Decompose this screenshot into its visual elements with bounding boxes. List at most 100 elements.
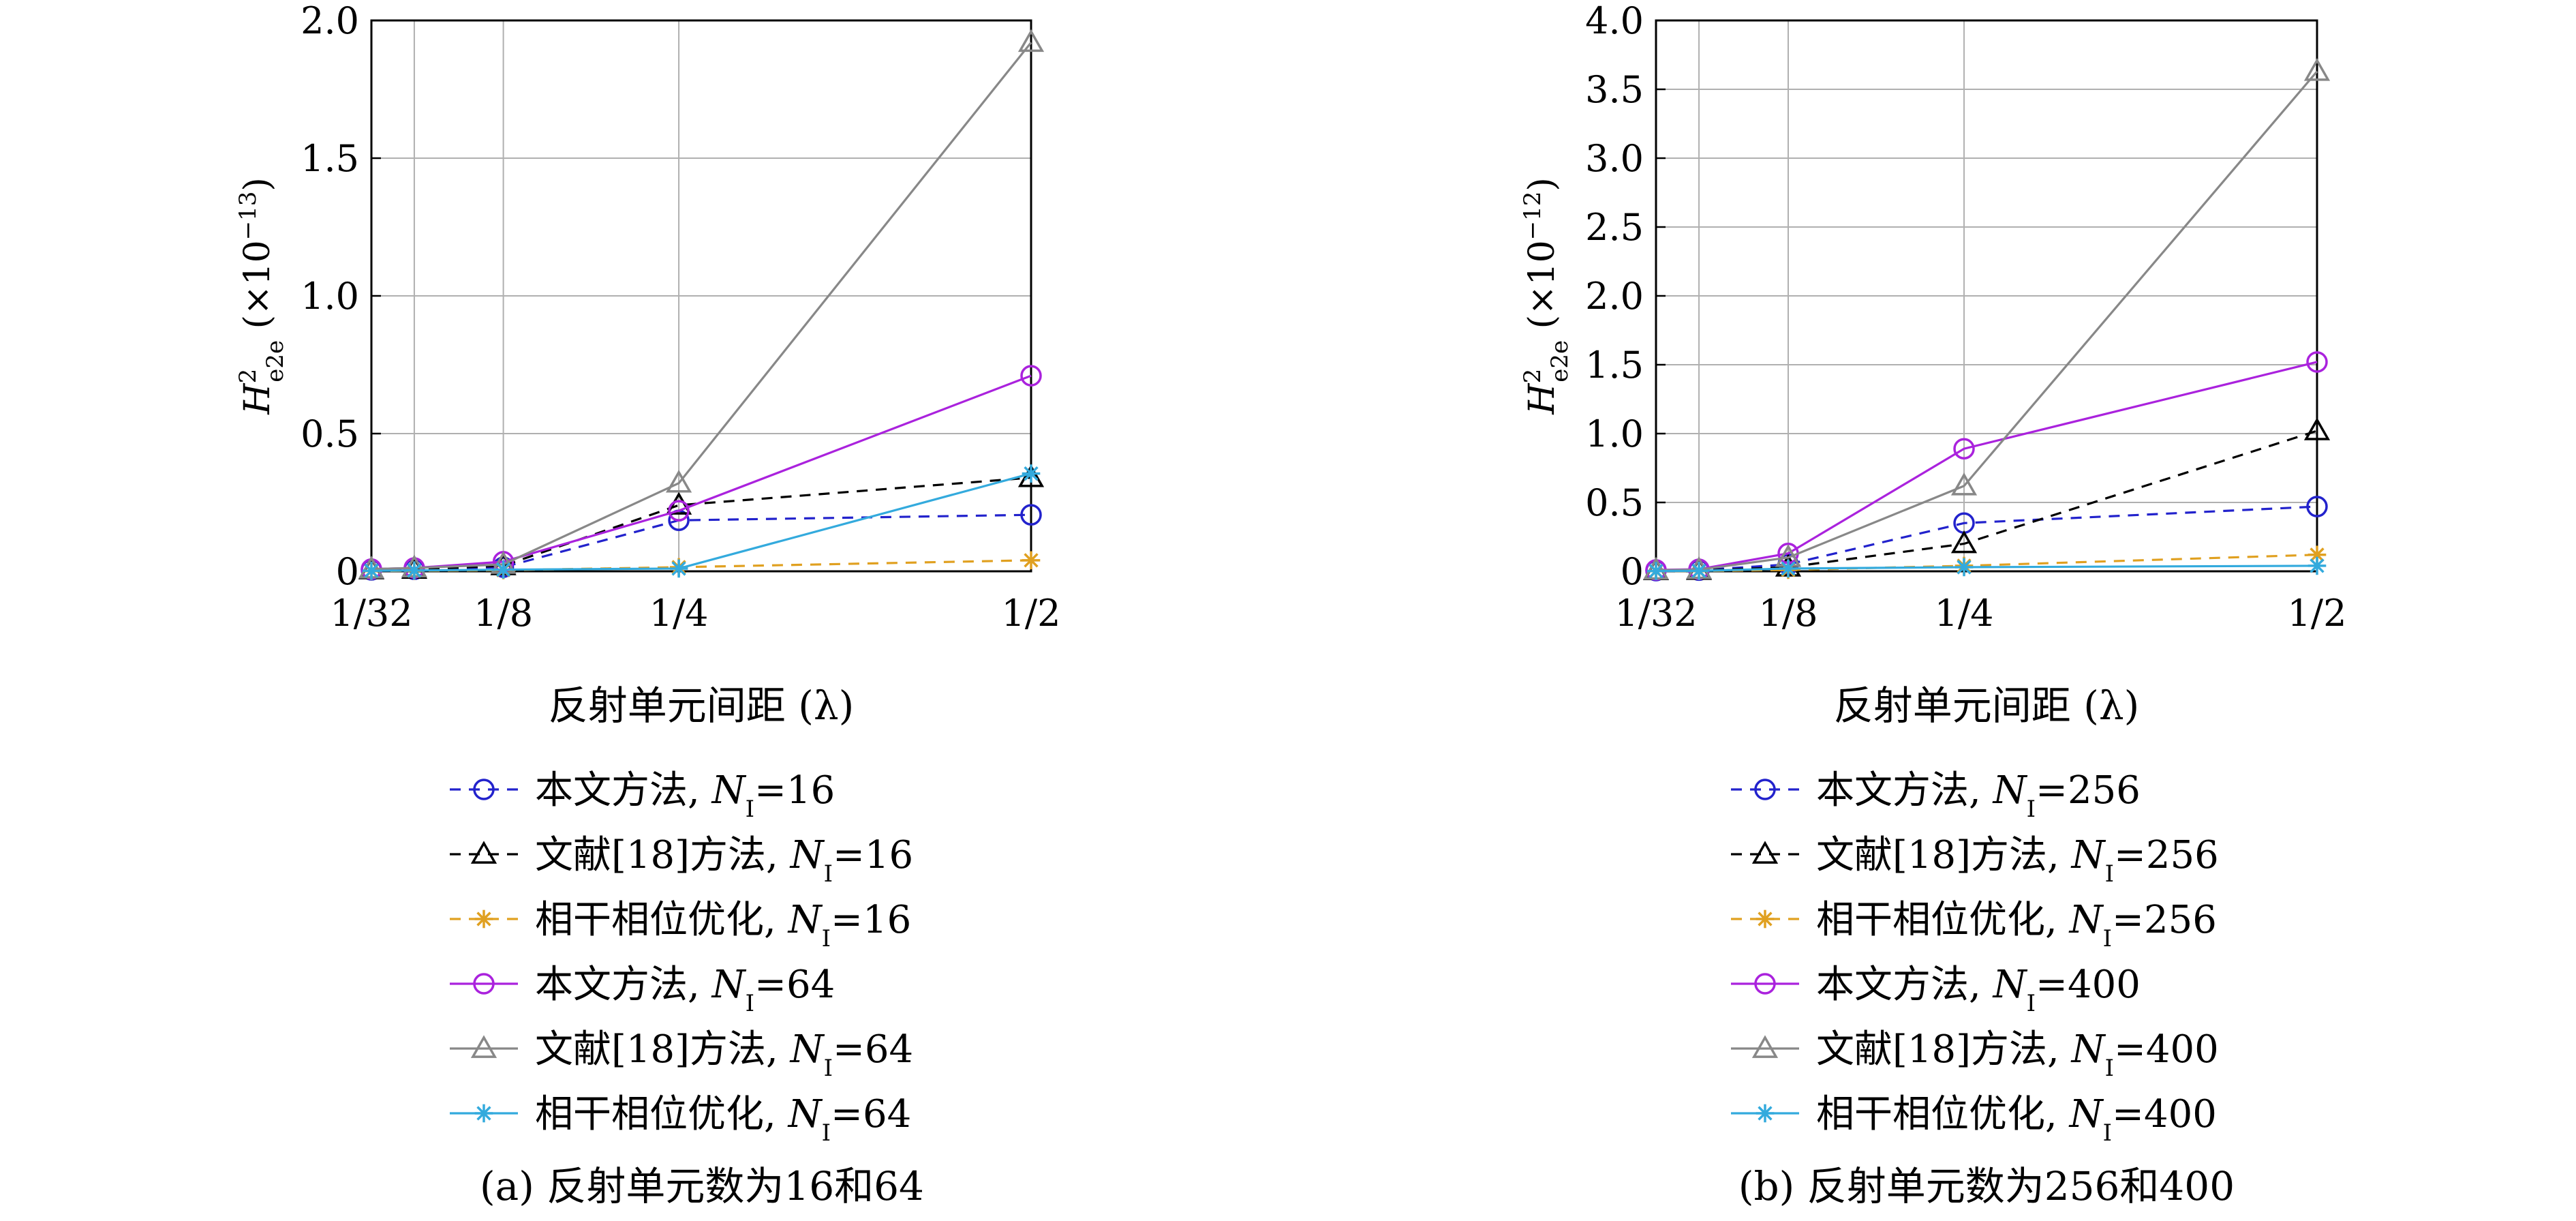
legend-label-part: 本文方法, [1816, 963, 1993, 1007]
star-stroke [495, 562, 511, 577]
legend-label-part: 文献[18]方法, [1816, 833, 2072, 877]
legend-label-part: 文献[18]方法, [535, 1027, 791, 1072]
legend-label-part: 相干相位优化, [535, 898, 788, 942]
star-stroke [364, 563, 379, 578]
legend-label-part: N [2070, 833, 2106, 877]
y-tick-label: 0.5 [1585, 481, 1644, 524]
star-stroke [1781, 561, 1796, 576]
legend-label-part: N [789, 833, 825, 877]
panel-caption: (b) 反射单元数为256和400 [1738, 1163, 2235, 1209]
data-point [2306, 351, 2328, 373]
data-point [2303, 417, 2331, 440]
legend-label-part: I [824, 860, 833, 888]
plot-frame [1655, 19, 2318, 573]
y-tick-label: 2.5 [1585, 206, 1644, 249]
data-point [2307, 556, 2327, 575]
legend-swatch-marker [473, 973, 495, 995]
y-tick-label: 1.5 [301, 137, 359, 180]
x-tick-label: 1/4 [1935, 592, 1994, 635]
y-tick-label: 3.5 [1585, 68, 1644, 111]
legend-label-part: I [2105, 860, 2114, 888]
y-tick-label: 2.0 [301, 0, 359, 42]
plot-frame [370, 19, 1032, 573]
x-tick-label: 1/32 [1614, 592, 1697, 635]
data-point [362, 561, 381, 580]
legend-swatch-marker [1754, 973, 1776, 995]
star-stroke [1758, 1106, 1773, 1121]
data-point [1689, 562, 1708, 580]
legend-label: 本文方法, NI=256 [1816, 768, 2141, 823]
legend-item: 本文方法, NI=16 [450, 768, 835, 823]
legend-label-part: I [2103, 925, 2112, 952]
legend-label-part: 文献[18]方法, [1816, 1027, 2072, 1072]
legend-label-part: N [711, 963, 747, 1007]
chart-panel-b: 0 0.5 1.0 1.5 2.0 2.5 3.0 3.5 4.0 1/32 1/8 1/4 1/2 H2… [1519, 0, 2346, 1209]
y-axis-label-part: e2e [1546, 340, 1574, 382]
series-5 [358, 29, 1045, 579]
legend-item: 本文方法, NI=400 [1731, 963, 2141, 1017]
x-tick-label: 1/2 [1002, 592, 1061, 635]
legend-label: 本文方法, NI=400 [1816, 963, 2141, 1017]
legend-label-part: =400 [2114, 1027, 2219, 1072]
legend-label-part: =16 [833, 833, 913, 877]
legend-swatch-marker [1755, 909, 1775, 929]
legend-swatch-marker [1754, 779, 1776, 800]
legend-label-part: 文献[18]方法, [535, 833, 791, 877]
series-6 [362, 464, 1041, 580]
y-axis-label-part: −12 [1519, 192, 1546, 241]
data-point [1646, 562, 1666, 580]
legend-label-part: =64 [833, 1027, 913, 1072]
legend-label: 相干相位优化, NI=64 [535, 1092, 911, 1147]
star-stroke [407, 563, 422, 578]
data-point [2306, 496, 2328, 517]
x-tick-label: 1/32 [330, 592, 412, 635]
star-stroke [1957, 560, 1972, 575]
star-stroke [1691, 563, 1706, 579]
star-stroke [2310, 547, 2325, 562]
series-line [1655, 361, 2318, 571]
series-4 [361, 365, 1042, 580]
series-line [371, 374, 1032, 571]
data-point [1020, 365, 1042, 387]
x-tick-label: 1/8 [474, 592, 533, 635]
series-line [1655, 429, 2318, 572]
data-point [1953, 438, 1975, 459]
series-1 [361, 504, 1042, 581]
legend-label-part: I [822, 1119, 831, 1147]
legend-swatch-marker [1755, 1104, 1775, 1123]
data-point [668, 500, 690, 522]
data-point [1779, 559, 1798, 578]
legend-swatch-marker [1751, 841, 1779, 864]
star-stroke [2310, 558, 2325, 573]
y-tick-label: 1.0 [1585, 412, 1644, 455]
y-tick-label: 4.0 [1585, 0, 1644, 42]
data-point [1020, 504, 1042, 526]
data-point [494, 560, 512, 579]
legend-item: 文献[18]方法, NI=16 [450, 833, 913, 888]
legend-label-part: =256 [2036, 768, 2141, 813]
data-point [405, 561, 424, 580]
legend-item: 文献[18]方法, NI=400 [1731, 1027, 2219, 1082]
legend-label-part: N [2070, 1027, 2106, 1072]
legend-swatch-marker [470, 841, 497, 864]
chart-panel-a: 0 0.5 1.0 1.5 2.0 1/32 1/8 1/4 1/2 H2e2e (×10−13)… [234, 0, 1060, 1209]
legend-label: 相干相位优化, NI=256 [1816, 898, 2217, 952]
y-tick-label: 1.5 [1585, 344, 1644, 387]
legend-item: 相干相位优化, NI=400 [1731, 1092, 2217, 1147]
legend-label-part: =64 [754, 963, 835, 1007]
x-axis-label: 反射单元间距 (λ) [549, 682, 854, 729]
panel-caption: (a) 反射单元数为16和64 [480, 1163, 924, 1209]
legend-item: 相干相位优化, NI=16 [450, 898, 911, 952]
data-point [1017, 464, 1045, 487]
legend-label-part: =400 [2112, 1092, 2217, 1136]
series-line [371, 472, 1032, 572]
legend-label: 本文方法, NI=16 [535, 768, 835, 823]
y-axis-label-part: 2 [1519, 369, 1546, 384]
legend-label-part: I [2103, 1119, 2112, 1147]
legend-label-part: =256 [2112, 898, 2217, 942]
legend-label-part: N [2068, 898, 2104, 942]
data-point [665, 470, 692, 493]
